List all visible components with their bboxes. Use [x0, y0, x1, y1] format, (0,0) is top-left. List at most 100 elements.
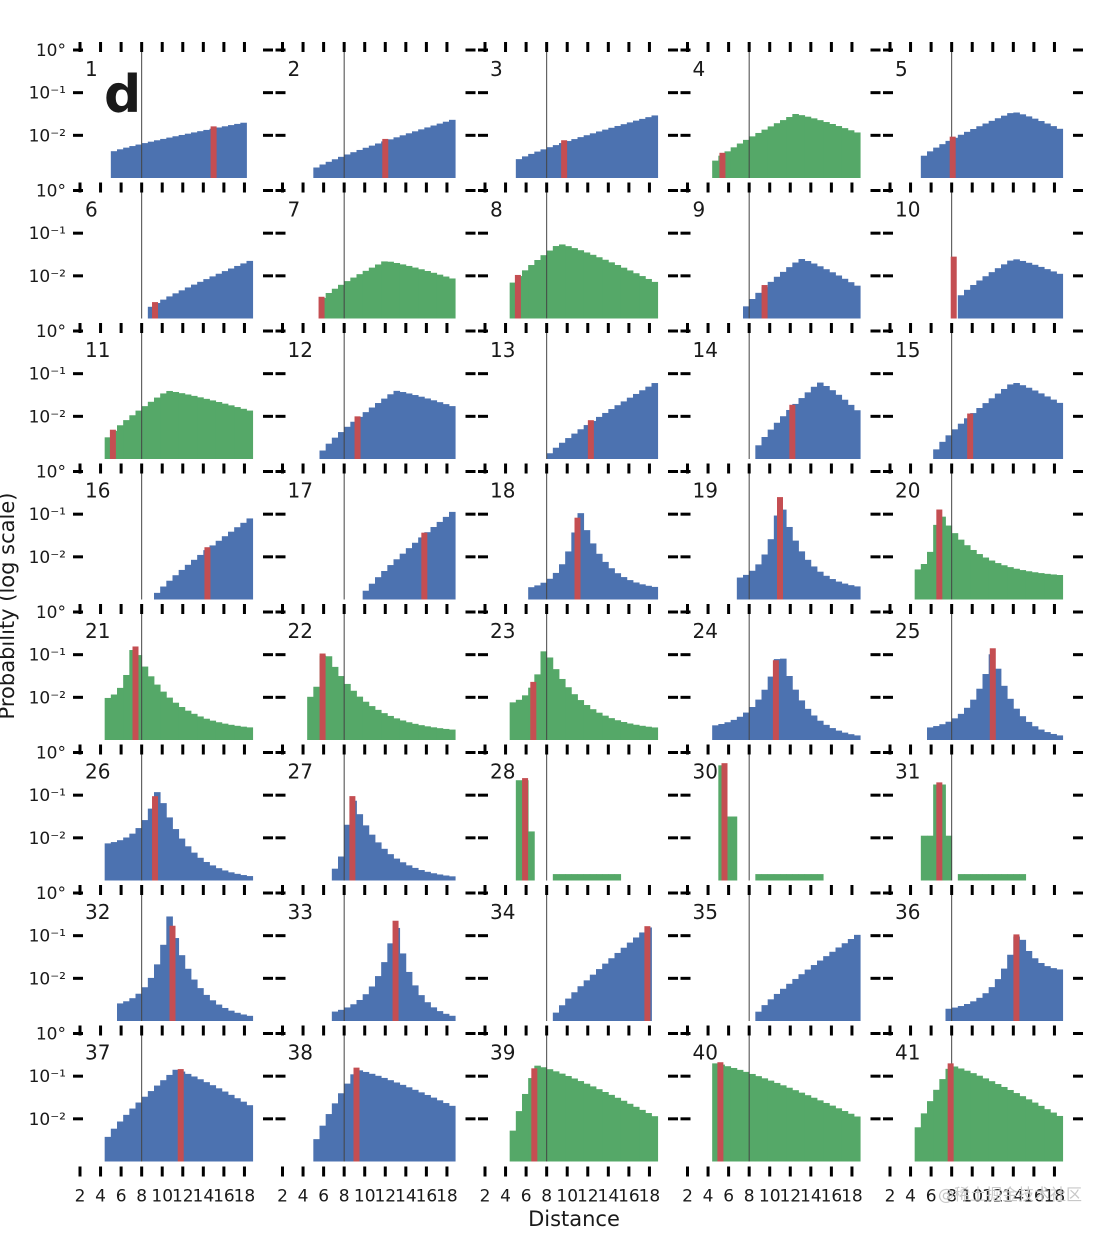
histogram-bar	[307, 696, 314, 740]
histogram-bar	[362, 825, 370, 881]
histogram-bar	[399, 953, 407, 1021]
histogram-bar	[172, 702, 180, 740]
x-tick-label: 4	[298, 1187, 309, 1207]
x-tick-label: 10	[151, 1187, 173, 1207]
y-tick-label: 10⁻²	[29, 829, 66, 849]
panel-36: 36	[883, 885, 1083, 1021]
histogram-bar	[835, 947, 843, 1021]
histogram-bar	[633, 393, 640, 459]
histogram-bar	[1007, 698, 1014, 740]
histogram-bar	[178, 290, 186, 319]
histogram-bar	[614, 720, 622, 740]
histogram-bar	[945, 1008, 953, 1021]
histogram-bar	[436, 274, 444, 319]
histogram-bar	[387, 715, 394, 740]
y-tick-label: 10⁻²	[29, 548, 66, 568]
histogram-bar	[565, 687, 572, 740]
panel-label: 23	[490, 619, 515, 643]
y-tick-label: 10⁻¹	[29, 786, 66, 806]
histogram-bar	[172, 293, 180, 319]
histogram-bar	[436, 521, 444, 600]
histogram-bar	[442, 404, 450, 459]
histogram-bar	[221, 126, 229, 178]
histogram-bar	[976, 688, 983, 740]
y-tick-label: 10°	[36, 182, 66, 202]
y-tick-label: 10⁻¹	[29, 1067, 66, 1087]
histogram-bar	[141, 987, 149, 1021]
panel-label: 41	[895, 1041, 920, 1065]
histogram-bar	[123, 837, 130, 881]
histogram-bar	[792, 262, 799, 319]
histogram-bar	[313, 1139, 320, 1162]
histogram-bar	[147, 1091, 155, 1162]
histogram-bar	[577, 874, 585, 881]
histogram-bar	[957, 1006, 965, 1021]
panel-label: 8	[490, 198, 503, 222]
panel-21: 21 10° 10⁻¹ 10⁻²	[29, 603, 273, 740]
histogram-bar	[1001, 388, 1008, 459]
histogram-bar	[1056, 969, 1064, 1021]
y-tick-label: 10°	[36, 744, 66, 764]
histogram-bar	[1038, 573, 1045, 600]
histogram-bar	[810, 263, 818, 319]
histogram-bar	[589, 543, 597, 600]
histogram-bar	[393, 559, 401, 600]
histogram-bar	[810, 874, 818, 881]
panel-2: 2	[275, 42, 476, 178]
histogram-bar	[718, 724, 725, 740]
histogram-bar	[608, 958, 615, 1021]
histogram-bar	[559, 244, 566, 319]
histogram-bar	[1019, 385, 1027, 459]
y-tick-label: 10⁻¹	[29, 646, 66, 666]
histogram-bar	[847, 939, 855, 1021]
histogram-bar	[626, 122, 634, 178]
histogram-bar	[847, 734, 855, 740]
histogram-bar	[559, 442, 566, 459]
histogram-bar	[823, 575, 830, 600]
histogram-bar	[994, 668, 1002, 740]
histogram-bar	[387, 854, 394, 881]
panel-label: 10	[895, 198, 920, 222]
histogram-bar	[1056, 402, 1064, 459]
histogram-bar	[418, 725, 425, 740]
panel-label: 20	[895, 479, 920, 503]
histogram-bar	[1038, 121, 1045, 178]
histogram-bar	[920, 564, 928, 600]
panel-label: 12	[288, 338, 313, 362]
histogram-bar	[951, 718, 959, 740]
histogram-bar	[577, 513, 585, 600]
histogram-bar	[945, 721, 953, 740]
histogram-bar	[608, 1094, 615, 1162]
histogram-bar	[449, 511, 456, 600]
histogram-bar	[1013, 708, 1020, 740]
histogram-bar	[368, 834, 376, 881]
histogram-bar	[583, 705, 591, 740]
histogram-bar	[620, 947, 628, 1021]
histogram-bar	[577, 1081, 585, 1162]
histogram-bar	[344, 281, 351, 319]
histogram-bar	[767, 126, 775, 178]
panel-6: 6 10° 10⁻¹ 10⁻²	[29, 182, 273, 319]
histogram-bar	[362, 270, 370, 319]
histogram-bar	[449, 1015, 456, 1021]
histogram-bar	[651, 1116, 659, 1162]
histogram-bar	[356, 999, 364, 1021]
histogram-bar	[1001, 565, 1008, 600]
histogram-bar	[375, 1075, 382, 1162]
histogram-bar	[589, 254, 597, 319]
histogram-bar	[191, 132, 198, 178]
histogram-bar	[1031, 572, 1039, 600]
histogram-bar	[166, 697, 173, 740]
histogram-bar	[1001, 264, 1008, 319]
histogram-bar	[147, 306, 155, 319]
histogram-bar	[583, 1083, 591, 1162]
histogram-bar	[375, 264, 382, 319]
histogram-bar	[798, 258, 806, 319]
histogram-bar	[577, 137, 585, 178]
histogram-bar	[804, 261, 812, 319]
histogram-bar	[368, 1073, 376, 1162]
panel-label: 21	[85, 619, 110, 643]
histogram-bar	[412, 131, 419, 178]
histogram-bar	[639, 390, 646, 459]
x-tick-label: 10	[354, 1187, 376, 1207]
